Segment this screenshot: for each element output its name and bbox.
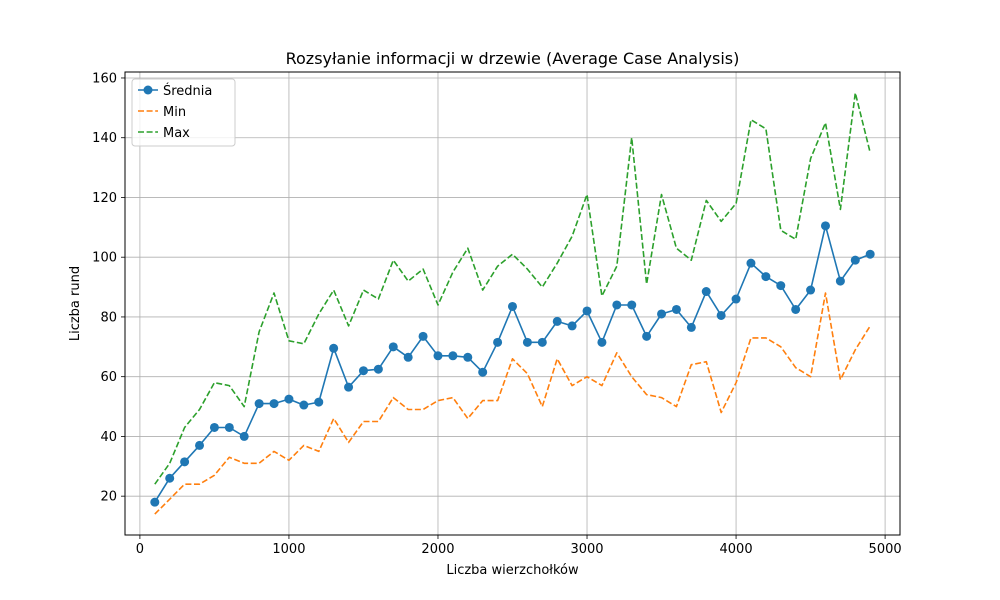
- y-axis-ticks: 20 40 60 80 100 120 140 160: [92, 71, 125, 505]
- data-point-srednia: [612, 300, 622, 310]
- y-tick-label: 20: [100, 490, 117, 505]
- data-point-srednia: [522, 337, 532, 347]
- data-point-srednia: [299, 400, 309, 410]
- data-point-srednia: [418, 331, 428, 341]
- x-tick-label: 5000: [869, 542, 902, 557]
- data-point-srednia: [284, 394, 294, 404]
- data-point-srednia: [597, 337, 607, 347]
- data-point-srednia: [195, 440, 205, 450]
- data-point-srednia: [776, 281, 786, 291]
- data-point-srednia: [582, 306, 592, 316]
- legend-label-srednia: Średnia: [163, 83, 212, 99]
- legend: Średnia Min Max: [131, 78, 236, 147]
- data-point-srednia: [403, 352, 413, 362]
- data-point-srednia: [373, 364, 383, 374]
- data-point-srednia: [865, 249, 875, 259]
- x-tick-label: 3000: [570, 542, 603, 557]
- series-line-max: [154, 92, 871, 485]
- data-point-srednia: [329, 343, 339, 353]
- y-tick-label: 120: [92, 191, 117, 206]
- legend-label-max: Max: [163, 126, 190, 141]
- data-point-srednia: [165, 473, 175, 483]
- data-point-srednia: [433, 351, 443, 361]
- data-point-srednia: [701, 287, 711, 297]
- data-point-srednia: [239, 431, 249, 441]
- data-point-srednia: [508, 301, 517, 311]
- x-axis-label: Liczba wierzchołków: [446, 563, 579, 578]
- data-point-srednia: [269, 399, 279, 409]
- y-tick-label: 80: [100, 310, 117, 325]
- x-tick-label: 1000: [272, 542, 305, 557]
- data-point-srednia: [731, 294, 741, 304]
- data-point-srednia: [835, 276, 845, 286]
- data-point-srednia: [746, 258, 756, 268]
- grid: [125, 72, 900, 535]
- data-point-srednia: [850, 255, 860, 265]
- data-point-srednia: [537, 337, 547, 347]
- chart-title: Rozsyłanie informacji w drzewie (Average…: [286, 49, 740, 68]
- y-tick-label: 100: [92, 251, 117, 266]
- data-point-srednia: [493, 337, 503, 347]
- legend-marker-srednia: [143, 85, 153, 95]
- data-point-srednia: [791, 304, 801, 314]
- data-point-srednia: [567, 321, 577, 331]
- data-point-srednia: [388, 342, 398, 352]
- data-point-srednia: [150, 497, 160, 507]
- data-point-srednia: [478, 367, 488, 377]
- data-point-srednia: [716, 310, 726, 320]
- x-tick-label: 0: [136, 542, 144, 557]
- legend-label-min: Min: [163, 105, 186, 120]
- x-tick-label: 2000: [421, 542, 454, 557]
- legend-box: [131, 78, 236, 147]
- data-point-srednia: [254, 399, 264, 409]
- y-tick-label: 140: [92, 131, 117, 146]
- data-point-srednia: [344, 382, 354, 392]
- data-point-srednia: [463, 352, 473, 362]
- data-point-srednia: [761, 272, 771, 282]
- data-point-srednia: [627, 300, 637, 310]
- data-point-srednia: [820, 221, 830, 231]
- series-line-min: [154, 292, 871, 515]
- data-point-srednia: [686, 322, 696, 332]
- data-point-srednia: [657, 309, 667, 319]
- x-tick-label: 4000: [720, 542, 753, 557]
- y-tick-label: 40: [100, 430, 117, 445]
- y-tick-label: 160: [92, 71, 117, 86]
- plot-frame: [124, 71, 901, 536]
- series-layer: [150, 92, 875, 515]
- data-point-srednia: [448, 351, 458, 361]
- data-point-srednia: [209, 422, 219, 432]
- data-point-srednia: [358, 366, 368, 376]
- data-point-srednia: [552, 316, 562, 326]
- data-point-srednia: [671, 304, 681, 314]
- data-point-srednia: [180, 457, 190, 467]
- x-axis-ticks: 0 1000 2000 3000 4000 5000: [136, 535, 902, 557]
- data-point-srednia: [806, 285, 816, 295]
- data-point-srednia: [642, 331, 652, 341]
- y-tick-label: 60: [100, 370, 117, 385]
- data-point-srednia: [314, 397, 324, 407]
- y-axis-label: Liczba rund: [68, 266, 83, 341]
- data-point-srednia: [224, 422, 234, 432]
